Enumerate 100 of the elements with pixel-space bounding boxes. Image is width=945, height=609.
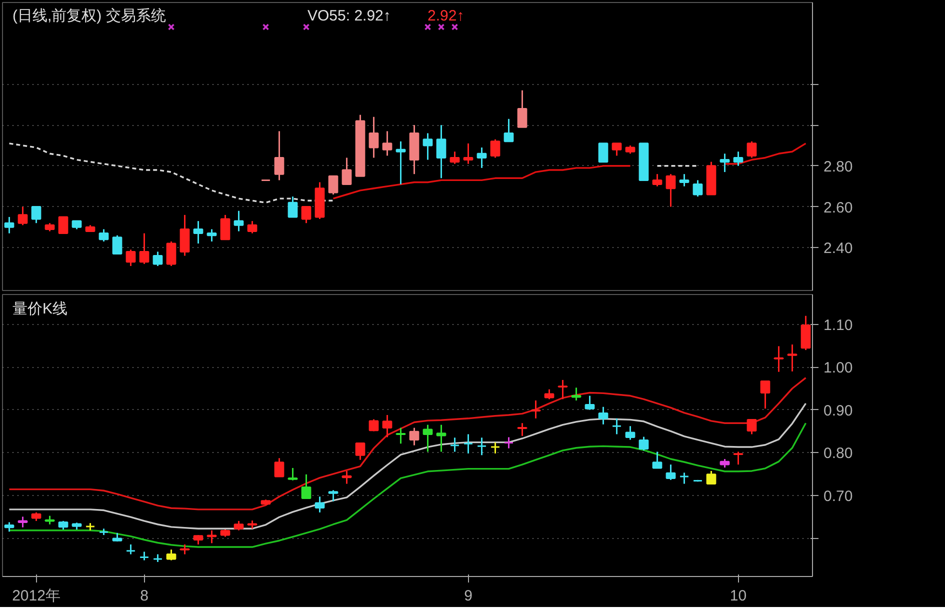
line-series: [8, 402, 807, 530]
candlestick: [4, 216, 14, 234]
chart-title: (日线,前复权) 交易系统: [12, 8, 166, 24]
candlestick: [180, 214, 190, 257]
candlestick: [666, 464, 676, 481]
candlestick: [436, 424, 446, 452]
x-tick-label: 10: [730, 588, 747, 604]
candlestick: [220, 214, 230, 240]
candlestick: [58, 216, 68, 234]
candlestick: [800, 315, 811, 351]
candlestick: [180, 544, 190, 556]
candlestick: [301, 474, 312, 500]
y-tick-label: 0.70: [824, 488, 853, 505]
candlestick: [584, 395, 595, 411]
candlestick: [396, 427, 406, 444]
y-tick-label: 0.90: [824, 402, 853, 420]
candlestick: [234, 210, 244, 232]
candlestick: [476, 436, 487, 456]
candlestick: [504, 118, 514, 142]
candlestick: [382, 130, 392, 156]
candlestick: [746, 140, 757, 158]
candlestick: [598, 406, 608, 426]
candlestick: [436, 124, 446, 179]
candlestick: [625, 425, 636, 441]
candlestick: [152, 250, 163, 267]
candlestick: [206, 530, 217, 544]
candlestick: [746, 418, 757, 435]
candlestick: [652, 450, 662, 469]
candlestick: [382, 414, 392, 438]
candlestick: [274, 457, 284, 478]
candlestick: [4, 521, 14, 532]
candlestick: [18, 206, 28, 226]
candlestick: [544, 388, 554, 400]
candlestick: [234, 520, 244, 532]
candlestick: [328, 175, 338, 196]
candlestick: [530, 400, 541, 420]
x-tick-label: 2012年: [12, 588, 60, 604]
candlestick: [490, 138, 500, 158]
candlestick: [679, 472, 690, 485]
annotation: VO55: 2.92↑: [308, 8, 391, 24]
candlestick: [720, 152, 730, 173]
candlestick: [98, 228, 109, 242]
candlestick: [274, 130, 284, 181]
candlestick: [450, 436, 460, 452]
candlestick: [760, 380, 770, 410]
candlestick: [612, 142, 622, 156]
candlestick: [342, 156, 352, 186]
line-series: [8, 422, 807, 548]
candlestick: [206, 228, 217, 242]
candlestick: [126, 248, 136, 267]
candlestick: [504, 436, 514, 450]
candlestick: [476, 146, 487, 169]
candlestick: [692, 179, 703, 198]
candlestick: [463, 142, 474, 165]
y-tick-label: 0.80: [824, 445, 853, 462]
candlestick: [733, 450, 744, 466]
candlestick: [598, 142, 608, 163]
candlestick: [18, 516, 28, 528]
candlestick: [126, 544, 136, 556]
candlestick: [463, 433, 474, 454]
annotation: 2.92↑: [428, 8, 464, 24]
candlestick: [679, 173, 690, 188]
candlestick: [490, 442, 500, 454]
candlestick: [706, 470, 716, 485]
candlestick: [638, 436, 649, 452]
candlestick: [355, 442, 366, 461]
candlestick: [288, 196, 298, 218]
x-tick-label: 9: [464, 588, 472, 604]
candlestick: [396, 140, 406, 186]
candlestick: [166, 548, 176, 562]
candlestick: [288, 467, 298, 482]
candlestick: [139, 232, 150, 265]
candlestick: [517, 90, 528, 128]
line-series: [8, 376, 807, 510]
candlestick: [787, 344, 798, 372]
candlestick: [422, 424, 433, 452]
candlestick: [409, 427, 420, 446]
candlestick: [774, 345, 784, 373]
candlestick: [612, 418, 622, 435]
candlestick: [342, 470, 352, 485]
candlestick: [166, 240, 176, 267]
candlestick: [193, 220, 204, 244]
chart-title: 量价K线: [12, 300, 68, 318]
candlestick: [193, 534, 204, 546]
candlestick: [517, 422, 528, 437]
candlestick: [112, 234, 122, 254]
y-tick-label: 2.40: [824, 240, 853, 258]
y-tick-label: 2.60: [824, 199, 853, 216]
candlestick: [247, 220, 258, 234]
candlestick: [301, 206, 312, 224]
candlestick: [733, 150, 744, 167]
y-tick-label: 1.10: [824, 316, 853, 334]
candlestick: [571, 386, 582, 402]
candlestick: [314, 496, 325, 514]
x-tick-label: 8: [140, 588, 148, 604]
candlestick: [558, 379, 568, 400]
candlestick: [368, 116, 379, 158]
y-tick-label: 1.00: [824, 360, 853, 377]
candlestick: [652, 173, 662, 188]
candlestick: [422, 132, 433, 161]
